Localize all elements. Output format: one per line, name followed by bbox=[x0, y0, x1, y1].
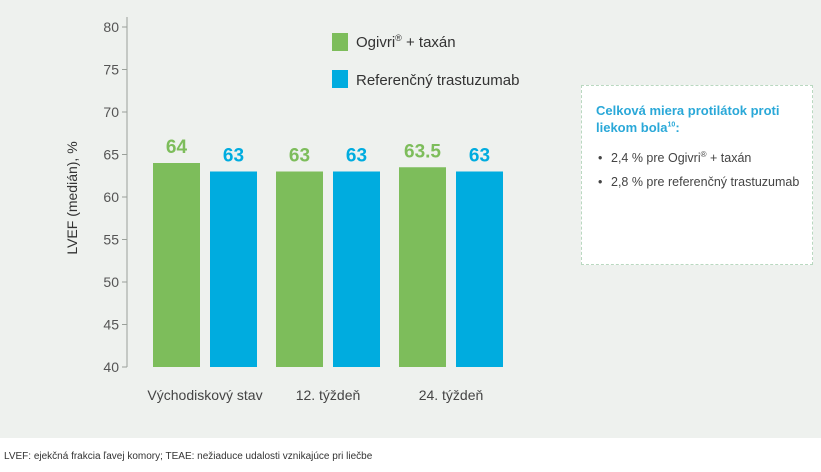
lvef-bar-chart: 40 45 50 55 60 65 70 75 80 64 63 Východiskový stav… bbox=[64, 17, 519, 403]
legend-swatch-reference bbox=[332, 70, 348, 88]
bar-ogivri-0 bbox=[153, 163, 200, 367]
data-label: 63 bbox=[469, 146, 490, 167]
legend-swatch-ogivri bbox=[332, 33, 348, 51]
data-label: 63 bbox=[223, 146, 244, 167]
bar-reference-1 bbox=[333, 171, 380, 367]
legend-label-ogivri: Ogivri® + taxán bbox=[356, 33, 456, 51]
footnote: LVEF: ejekčná frakcia ľavej komory; TEAE… bbox=[4, 451, 373, 462]
info-item-ogivri: 2,4 % pre Ogivri® + taxán bbox=[596, 150, 802, 166]
y-tick-label: 65 bbox=[103, 147, 119, 163]
bar-ogivri-1 bbox=[276, 171, 323, 367]
data-label: 63.5 bbox=[404, 141, 441, 162]
legend-label-reference: Referenčný trastuzumab bbox=[356, 72, 519, 89]
y-tick-label: 55 bbox=[103, 232, 119, 248]
y-tick-label: 80 bbox=[103, 19, 119, 35]
data-label: 64 bbox=[166, 137, 188, 158]
y-tick-label: 75 bbox=[103, 62, 119, 78]
anti-drug-antibody-info-box: Celková miera protilátok proti liekom bo… bbox=[581, 85, 813, 265]
info-box-title: Celková miera protilátok proti liekom bo… bbox=[596, 103, 780, 135]
bar-reference-2 bbox=[456, 171, 503, 367]
y-tick-label: 40 bbox=[103, 359, 119, 375]
y-tick-label: 60 bbox=[103, 189, 119, 205]
bar-reference-0 bbox=[210, 171, 257, 367]
x-category-label: 24. týždeň bbox=[419, 387, 484, 403]
y-tick-label: 50 bbox=[103, 274, 119, 290]
x-category-label: 12. týždeň bbox=[296, 387, 361, 403]
x-category-label: Východiskový stav bbox=[147, 387, 262, 403]
info-item-reference: 2,8 % pre referenčný trastuzumab bbox=[596, 174, 802, 190]
y-tick-label: 70 bbox=[103, 104, 119, 120]
y-tick-label: 45 bbox=[103, 317, 119, 333]
y-axis-title: LVEF (medián), % bbox=[64, 141, 80, 254]
data-label: 63 bbox=[346, 146, 367, 167]
legend: Ogivri® + taxán Referenčný trastuzumab bbox=[332, 33, 519, 89]
bar-ogivri-2 bbox=[399, 167, 446, 367]
data-label: 63 bbox=[289, 146, 310, 167]
info-box-list: 2,4 % pre Ogivri® + taxán 2,8 % pre refe… bbox=[596, 150, 802, 190]
